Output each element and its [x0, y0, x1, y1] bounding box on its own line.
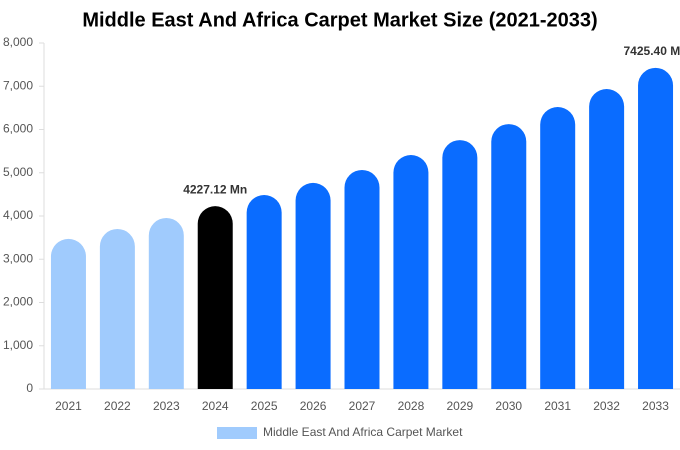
bar — [442, 140, 478, 389]
x-tick-label: 2022 — [104, 399, 131, 413]
y-tick-label: 6,000 — [3, 122, 33, 136]
x-tick-label: 2024 — [202, 399, 229, 413]
data-label: 7425.40 Mn — [624, 44, 680, 58]
bar — [491, 124, 527, 389]
x-tick-label: 2023 — [153, 399, 180, 413]
y-tick-label: 5,000 — [3, 165, 33, 179]
x-tick-label: 2031 — [544, 399, 571, 413]
bar — [638, 67, 674, 390]
x-tick-label: 2026 — [300, 399, 327, 413]
bar — [589, 89, 625, 389]
chart-title: Middle East And Africa Carpet Market Siz… — [82, 9, 597, 31]
y-tick-label: 7,000 — [3, 78, 33, 92]
y-tick-label: 2,000 — [3, 295, 33, 309]
y-tick-label: 4,000 — [3, 208, 33, 222]
x-tick-label: 2033 — [642, 399, 669, 413]
data-label: 4227.12 Mn — [183, 182, 247, 196]
x-tick-label: 2030 — [495, 399, 522, 413]
x-tick-label: 2032 — [593, 399, 620, 413]
x-tick-label: 2027 — [349, 399, 376, 413]
bar — [344, 169, 380, 389]
y-tick-label: 0 — [26, 381, 33, 395]
bar — [50, 238, 86, 389]
y-tick-label: 1,000 — [3, 338, 33, 352]
y-tick-label: 8,000 — [3, 35, 33, 49]
x-tick-label: 2025 — [251, 399, 278, 413]
bar — [246, 195, 282, 389]
bar — [393, 155, 429, 389]
bar — [99, 228, 135, 389]
legend-label: Middle East And Africa Carpet Market — [263, 425, 463, 439]
y-tick-label: 3,000 — [3, 251, 33, 265]
x-tick-label: 2029 — [446, 399, 473, 413]
bar — [197, 206, 233, 389]
bar — [148, 217, 184, 389]
legend-swatch — [217, 427, 257, 439]
bar — [540, 107, 576, 389]
bar — [295, 182, 331, 389]
x-tick-label: 2021 — [55, 399, 82, 413]
x-tick-label: 2028 — [398, 399, 425, 413]
